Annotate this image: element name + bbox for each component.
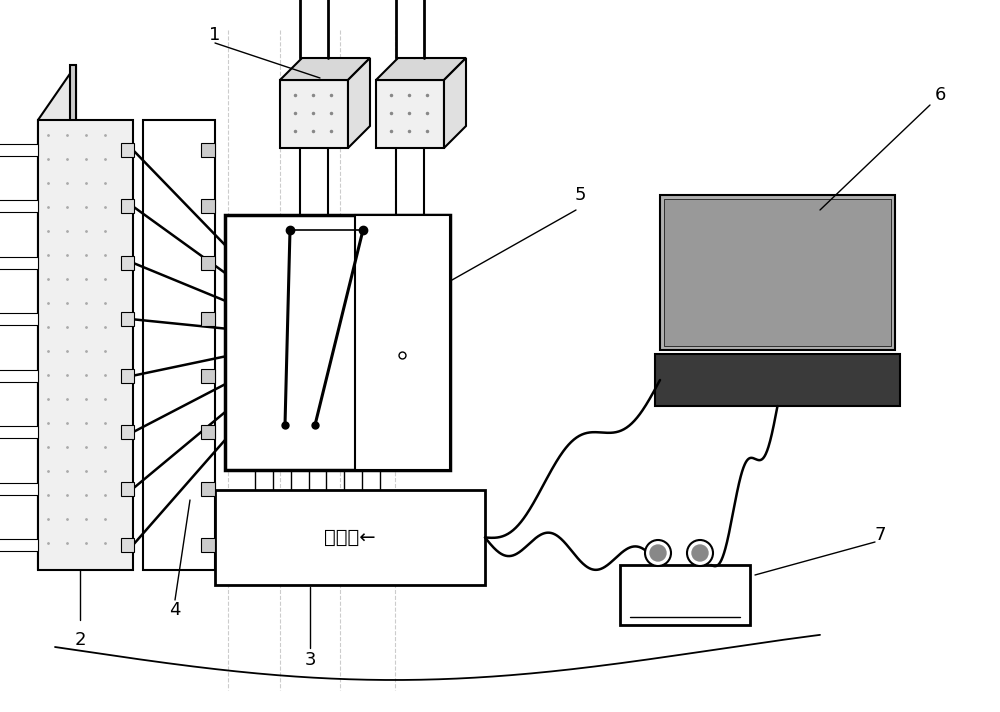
Polygon shape: [38, 65, 76, 570]
Bar: [121, 481, 134, 496]
Bar: [355, 215, 450, 470]
Polygon shape: [444, 58, 466, 148]
Text: 3: 3: [304, 651, 316, 669]
Bar: [121, 538, 134, 552]
Bar: [121, 199, 134, 214]
Polygon shape: [376, 58, 466, 80]
Bar: [201, 369, 215, 383]
Bar: [0, 370, 38, 382]
Bar: [121, 256, 134, 270]
Bar: [376, 80, 444, 148]
Bar: [201, 199, 215, 214]
Text: 5: 5: [574, 186, 586, 204]
Bar: [0, 201, 38, 212]
Bar: [201, 425, 215, 439]
Text: 6: 6: [934, 86, 946, 104]
Bar: [201, 538, 215, 552]
Polygon shape: [655, 354, 900, 406]
Bar: [38, 120, 133, 570]
Bar: [664, 199, 891, 346]
Bar: [620, 565, 750, 625]
Circle shape: [687, 540, 713, 566]
Text: 4: 4: [169, 601, 181, 619]
Bar: [225, 215, 450, 470]
Bar: [201, 143, 215, 157]
Bar: [121, 369, 134, 383]
Bar: [143, 120, 215, 570]
Bar: [0, 313, 38, 325]
Circle shape: [692, 545, 708, 561]
Bar: [201, 256, 215, 270]
Bar: [121, 143, 134, 157]
Bar: [201, 481, 215, 496]
Bar: [121, 313, 134, 326]
Bar: [280, 80, 348, 148]
Text: 1: 1: [209, 26, 221, 44]
Text: 单片机←: 单片机←: [324, 528, 376, 547]
Bar: [70, 65, 76, 515]
Bar: [215, 490, 485, 585]
Circle shape: [650, 545, 666, 561]
Circle shape: [645, 540, 671, 566]
Bar: [0, 426, 38, 438]
Bar: [0, 144, 38, 156]
Bar: [121, 425, 134, 439]
Bar: [660, 195, 895, 350]
Bar: [0, 483, 38, 495]
Polygon shape: [280, 58, 370, 80]
Bar: [0, 257, 38, 269]
Bar: [201, 313, 215, 326]
Bar: [0, 539, 38, 551]
Text: 7: 7: [874, 526, 886, 544]
Polygon shape: [348, 58, 370, 148]
Text: 2: 2: [74, 631, 86, 649]
